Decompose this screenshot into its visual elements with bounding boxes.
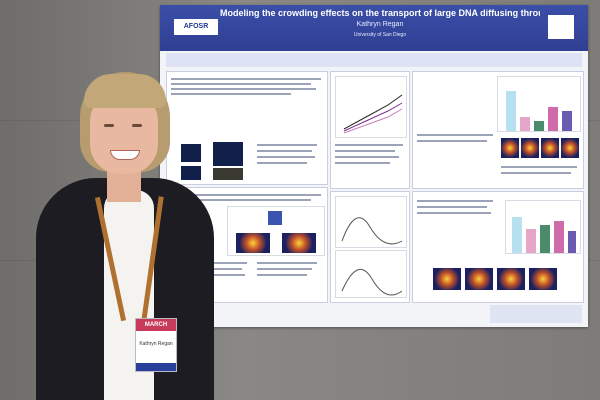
microscopy-image <box>501 138 519 158</box>
microscopy-image <box>529 268 557 290</box>
microscopy-image <box>236 233 270 253</box>
microscopy-image <box>497 268 525 290</box>
microscopy-image <box>213 168 243 180</box>
text-line <box>171 199 311 201</box>
text-line <box>501 172 571 174</box>
chart-plot <box>341 268 403 296</box>
poster-affiliation: University of San Diego <box>353 32 407 38</box>
name-badge: MARCH Kathryn Regan <box>135 318 177 372</box>
distribution-chart <box>335 196 407 248</box>
text-line <box>171 93 291 95</box>
badge-band: MARCH <box>136 319 176 331</box>
poster-section-crowding <box>412 191 584 303</box>
text-line <box>335 144 403 146</box>
poster-title: Modeling the crowding effects on the tra… <box>220 8 540 18</box>
bar <box>506 91 516 131</box>
poster-footer <box>490 305 582 323</box>
person-hair-top <box>84 74 166 108</box>
series-line <box>343 94 403 130</box>
microscopy-image <box>181 166 201 180</box>
text-line <box>335 150 395 152</box>
text-line <box>257 268 312 270</box>
bar <box>554 221 564 253</box>
text-line <box>187 274 245 276</box>
text-line <box>335 162 390 164</box>
bar <box>534 121 544 131</box>
distribution-curve <box>341 268 403 296</box>
microscopy-image <box>521 138 539 158</box>
series-line <box>343 108 403 134</box>
text-line <box>417 200 493 202</box>
text-line <box>335 156 399 158</box>
bar-chart <box>497 76 581 132</box>
text-line <box>257 156 315 158</box>
chart-plot <box>341 217 403 245</box>
text-line <box>417 140 487 142</box>
text-line <box>171 83 311 85</box>
bar <box>548 107 558 131</box>
bar <box>526 229 536 253</box>
microscopy-image <box>282 233 316 253</box>
text-line <box>417 206 487 208</box>
bar <box>540 225 550 253</box>
text-line <box>257 162 307 164</box>
text-line <box>187 268 242 270</box>
poster-authors: Kathryn Regan <box>356 21 404 28</box>
text-line <box>257 150 312 152</box>
badge-name: Kathryn Regan <box>139 341 173 347</box>
text-line <box>171 78 321 80</box>
text-line <box>417 134 493 136</box>
bar <box>512 217 522 253</box>
text-line <box>171 88 316 90</box>
research-poster: AFOSR Modeling the crowding effects on t… <box>160 5 588 327</box>
microscopy-image <box>181 144 201 162</box>
microscopy-image <box>561 138 579 158</box>
text-line <box>257 262 317 264</box>
text-line <box>257 144 317 146</box>
bar <box>562 111 572 131</box>
distribution-curve <box>341 217 403 245</box>
poster-section-msd <box>330 71 410 189</box>
poster-section-intro <box>166 71 328 185</box>
text-line <box>257 274 307 276</box>
person-eye <box>104 124 114 127</box>
poster-abstract <box>166 53 582 67</box>
text-line <box>171 194 321 196</box>
text-line <box>417 212 491 214</box>
chart-plot <box>343 94 403 134</box>
microscopy-image <box>465 268 493 290</box>
text-line <box>187 262 247 264</box>
poster-section-results <box>412 71 584 189</box>
afosr-logo: AFOSR <box>174 19 218 35</box>
bar <box>568 231 576 253</box>
badge-footer <box>136 363 176 371</box>
microscopy-image <box>541 138 559 158</box>
distribution-chart <box>335 250 407 298</box>
bar-chart <box>505 200 581 254</box>
poster-header: AFOSR Modeling the crowding effects on t… <box>160 5 588 51</box>
person-eye <box>132 124 142 127</box>
method-diagram <box>227 206 325 256</box>
microscopy-image <box>213 142 243 166</box>
poster-section-displacement <box>330 191 410 303</box>
line-chart <box>335 76 407 138</box>
university-logo <box>548 15 574 39</box>
text-line <box>501 166 577 168</box>
sample-chamber <box>268 211 282 225</box>
microscopy-image <box>433 268 461 290</box>
bar <box>520 117 530 131</box>
series-line <box>343 102 403 132</box>
